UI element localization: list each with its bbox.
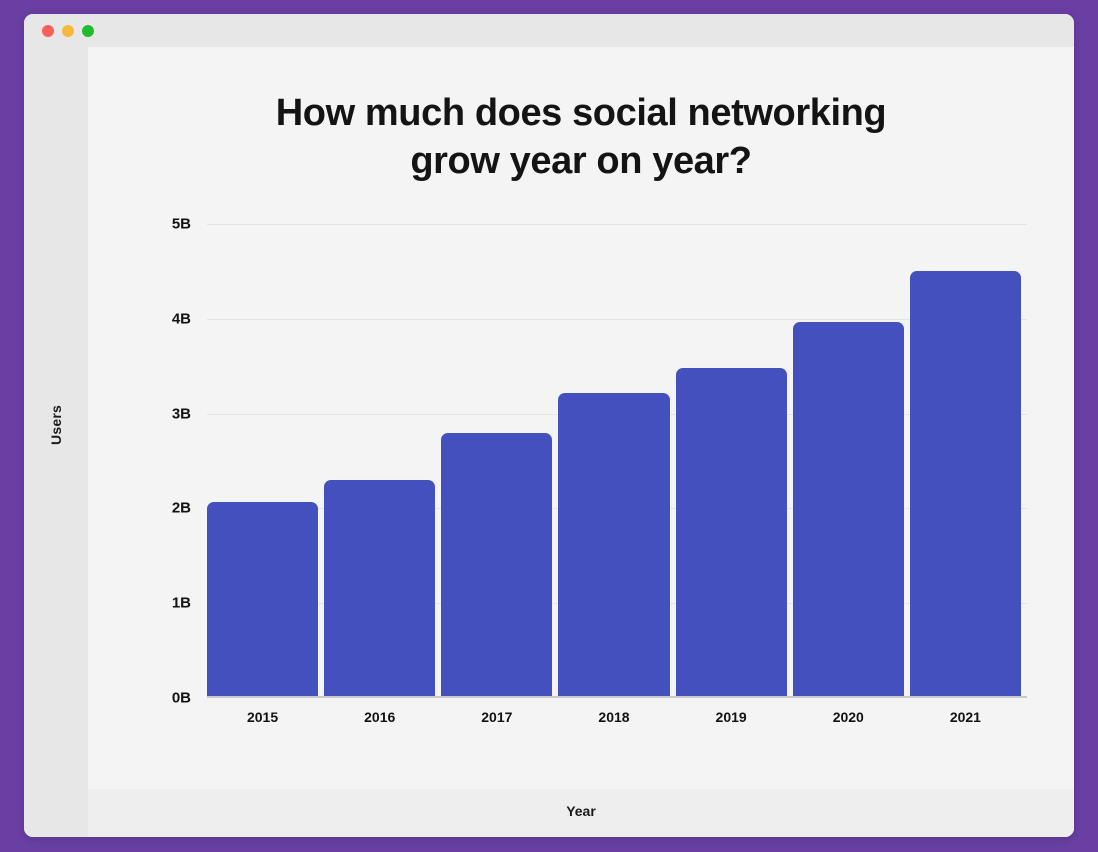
x-axis-tick-label: 2018 bbox=[598, 709, 630, 725]
x-axis-tick-label: 2017 bbox=[481, 709, 513, 725]
chart-footer: Year bbox=[88, 789, 1074, 837]
x-axis-tick-label: 2020 bbox=[832, 709, 864, 725]
bar-2019[interactable] bbox=[675, 368, 787, 698]
bar-2017[interactable] bbox=[441, 432, 553, 698]
x-axis-title: Year bbox=[566, 803, 596, 819]
chart-canvas: How much does social networking grow yea… bbox=[88, 47, 1074, 837]
bar-2021[interactable] bbox=[909, 271, 1021, 698]
y-axis-tick-label: 2B bbox=[171, 499, 191, 517]
x-axis-tick-label: 2019 bbox=[715, 709, 747, 725]
bar-2018[interactable] bbox=[558, 392, 670, 698]
plot-area: 0B 1B 2B 3B 4B 5B 2015 2016 2017 2018 2019 2020 202… bbox=[172, 216, 1027, 725]
gridline bbox=[207, 224, 1027, 225]
y-axis-rail: Users bbox=[24, 47, 88, 837]
browser-window: Users How much does social networking gr… bbox=[24, 14, 1074, 837]
close-window-icon[interactable] bbox=[42, 25, 54, 37]
chart-title-line-2: grow year on year? bbox=[410, 140, 752, 182]
x-axis-tick-label: 2021 bbox=[949, 709, 981, 725]
bar-2016[interactable] bbox=[324, 479, 436, 698]
y-axis-title: Users bbox=[48, 405, 64, 445]
maximize-window-icon[interactable] bbox=[82, 25, 94, 37]
gridline bbox=[207, 318, 1027, 320]
x-axis-tick-label: 2015 bbox=[246, 709, 279, 725]
chart-title-line-1: How much does social networking bbox=[275, 92, 887, 134]
bar-2015[interactable] bbox=[207, 501, 319, 698]
y-axis-tick-label: 5B bbox=[171, 215, 191, 233]
x-axis-tick-label: 2016 bbox=[364, 709, 396, 725]
y-axis-tick-label: 4B bbox=[171, 310, 191, 328]
y-axis-tick-label: 0B bbox=[171, 689, 191, 707]
x-axis-line bbox=[207, 696, 1027, 698]
y-axis-tick-label: 1B bbox=[171, 594, 191, 612]
y-axis-tick-label: 3B bbox=[171, 405, 191, 423]
chart-title: How much does social networking grow yea… bbox=[88, 89, 1074, 185]
minimize-window-icon[interactable] bbox=[62, 25, 74, 37]
bar-2020[interactable] bbox=[792, 321, 904, 698]
window-titlebar[interactable] bbox=[24, 14, 1074, 47]
